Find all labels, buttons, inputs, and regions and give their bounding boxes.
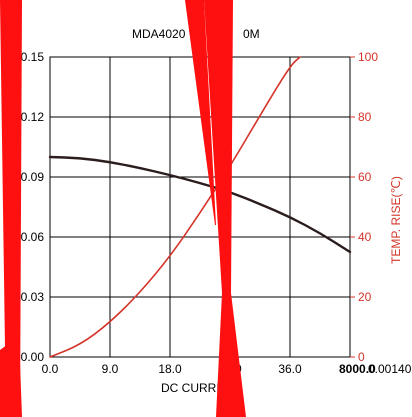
x-tick-label: 9.0 (102, 362, 119, 376)
series-line-right (49, 56, 301, 358)
series-layer (48, 56, 352, 358)
red-marker-center-lower (216, 293, 246, 417)
x-tick-label: 0.0 (42, 362, 59, 376)
x-tick-overlap-label: 8000.0 (339, 362, 376, 376)
y-tick-label-right: 40 (358, 230, 372, 244)
y-axis-label-right: TEMP. RISE(℃) (389, 176, 403, 264)
y-tick-label-left: 0.15 (21, 50, 45, 64)
y-tick-label-left: 0.09 (21, 170, 45, 184)
y-tick-label-left: 0.06 (21, 230, 45, 244)
chart-title: MDA4020 (132, 27, 186, 41)
y-tick-label-left: 0.03 (21, 290, 45, 304)
x-tick-label: 36.0 (278, 362, 302, 376)
x-tick-label: 18.0 (158, 362, 182, 376)
chart-title-suffix: 0M (243, 27, 260, 41)
red-marker-center-upper (204, 0, 233, 293)
y-tick-label-left: 0.00 (21, 350, 45, 364)
y-tick-label-right: 20 (358, 290, 372, 304)
series-line-left (48, 155, 352, 254)
grid (49, 56, 355, 358)
red-marker-left (0, 0, 22, 417)
red-marker-top (185, 0, 216, 225)
y-tick-label-right: 0 (358, 350, 365, 364)
y-tick-label-right: 60 (358, 170, 372, 184)
red-marker-left-lower (0, 336, 22, 417)
y-tick-label-left: 0.12 (21, 110, 45, 124)
y-tick-label-right: 100 (358, 50, 378, 64)
y-tick-label-right: 80 (358, 110, 372, 124)
x-tick-right-label: 0.00140 (368, 362, 412, 376)
